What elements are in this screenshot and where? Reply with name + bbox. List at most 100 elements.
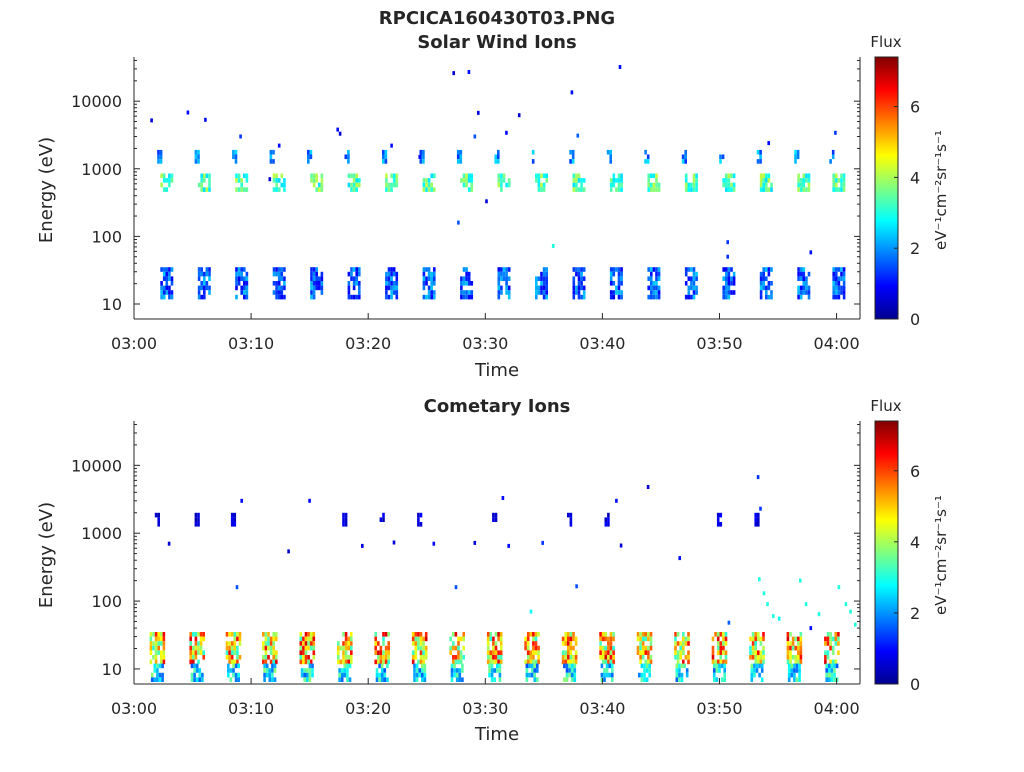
flux-cell bbox=[352, 182, 356, 188]
flux-cell bbox=[273, 668, 277, 673]
flux-cell bbox=[379, 650, 383, 655]
flux-cell bbox=[283, 281, 286, 286]
flux-cell bbox=[676, 655, 680, 660]
flux-cell bbox=[497, 281, 501, 286]
flux-cell bbox=[170, 281, 174, 286]
flux-cell bbox=[695, 290, 698, 295]
flux-cell bbox=[786, 645, 790, 651]
flux-cell bbox=[617, 187, 621, 192]
flux-cell bbox=[797, 655, 800, 660]
flux-cell bbox=[358, 294, 361, 300]
spectrogram-plot[interactable] bbox=[133, 56, 899, 320]
flux-cell bbox=[344, 517, 348, 522]
flux-cell bbox=[793, 672, 796, 678]
flux-cell bbox=[828, 677, 831, 682]
flux-cell bbox=[272, 645, 275, 651]
flux-cell bbox=[307, 645, 310, 651]
flux-cell bbox=[832, 182, 835, 188]
flux-cell bbox=[342, 655, 345, 660]
flux-cell bbox=[639, 636, 642, 642]
flux-cell bbox=[787, 677, 791, 682]
flux-cell bbox=[607, 650, 610, 655]
flux-cell bbox=[577, 276, 581, 281]
flux-cell bbox=[534, 659, 538, 665]
flux-point bbox=[817, 612, 821, 617]
flux-cell bbox=[498, 668, 502, 673]
flux-cell bbox=[837, 285, 841, 291]
flux-cell bbox=[617, 173, 621, 179]
flux-point bbox=[854, 622, 857, 627]
flux-cell bbox=[824, 641, 827, 646]
flux-cell bbox=[205, 271, 209, 277]
flux-cell bbox=[149, 645, 153, 651]
flux-cell bbox=[723, 663, 726, 669]
flux-cell bbox=[647, 285, 650, 291]
x-tick-label: 03:00 bbox=[111, 699, 157, 718]
flux-cell bbox=[307, 659, 310, 665]
flux-cell bbox=[307, 636, 310, 642]
flux-cell bbox=[358, 271, 361, 277]
flux-cell bbox=[467, 178, 471, 183]
flux-cell bbox=[203, 281, 206, 286]
flux-cell bbox=[311, 668, 314, 673]
flux-cell bbox=[395, 290, 399, 295]
flux-cell bbox=[692, 276, 696, 281]
flux-cell bbox=[530, 668, 534, 673]
flux-cell bbox=[842, 271, 846, 277]
flux-cell bbox=[655, 187, 658, 192]
flux-cell bbox=[277, 178, 281, 183]
flux-cell bbox=[355, 271, 358, 277]
flux-cell bbox=[422, 187, 426, 192]
flux-cell bbox=[759, 178, 763, 183]
flux-cell bbox=[533, 663, 536, 669]
flux-cell bbox=[245, 173, 249, 179]
flux-cell bbox=[684, 294, 688, 300]
flux-cell bbox=[170, 178, 174, 183]
flux-cell bbox=[275, 173, 278, 179]
flux-cell bbox=[498, 672, 502, 678]
flux-cell bbox=[450, 663, 454, 669]
flux-cell bbox=[454, 632, 458, 637]
flux-cell bbox=[488, 668, 491, 673]
flux-cell bbox=[732, 173, 736, 179]
flux-cell bbox=[526, 632, 530, 637]
flux-cell bbox=[197, 632, 200, 637]
flux-cell bbox=[337, 650, 340, 655]
flux-cell bbox=[384, 632, 388, 637]
flux-cell bbox=[574, 636, 578, 642]
flux-cell bbox=[387, 281, 391, 286]
flux-cell bbox=[572, 290, 576, 295]
flux-cell bbox=[283, 285, 286, 291]
flux-cell bbox=[826, 632, 830, 637]
y-tick-label: 100 bbox=[91, 592, 122, 611]
flux-cell bbox=[382, 659, 385, 665]
flux-cell bbox=[243, 267, 246, 272]
flux-cell bbox=[805, 178, 808, 183]
flux-cell bbox=[569, 659, 573, 665]
spectrogram-plot[interactable] bbox=[133, 420, 899, 685]
flux-cell bbox=[382, 154, 385, 160]
flux-cell bbox=[493, 668, 496, 673]
flux-cell bbox=[268, 668, 272, 673]
flux-cell bbox=[380, 663, 384, 669]
flux-cell bbox=[153, 677, 157, 682]
flux-cell bbox=[833, 677, 836, 682]
x-axis-label: Time bbox=[474, 724, 519, 745]
flux-cell bbox=[379, 517, 383, 522]
flux-cell bbox=[655, 281, 658, 286]
flux-cell bbox=[567, 650, 570, 655]
flux-cell bbox=[262, 641, 265, 646]
flux-cell bbox=[348, 663, 352, 669]
flux-cell bbox=[374, 641, 377, 646]
flux-cell bbox=[837, 650, 840, 655]
flux-cell bbox=[492, 650, 495, 655]
flux-cell bbox=[604, 517, 608, 522]
x-tick-label: 03:00 bbox=[111, 334, 157, 353]
flux-cell bbox=[685, 668, 689, 673]
flux-cell bbox=[580, 281, 583, 286]
flux-cell bbox=[382, 636, 385, 642]
flux-cell bbox=[570, 677, 574, 682]
flux-cell bbox=[347, 290, 351, 295]
flux-cell bbox=[192, 655, 195, 660]
